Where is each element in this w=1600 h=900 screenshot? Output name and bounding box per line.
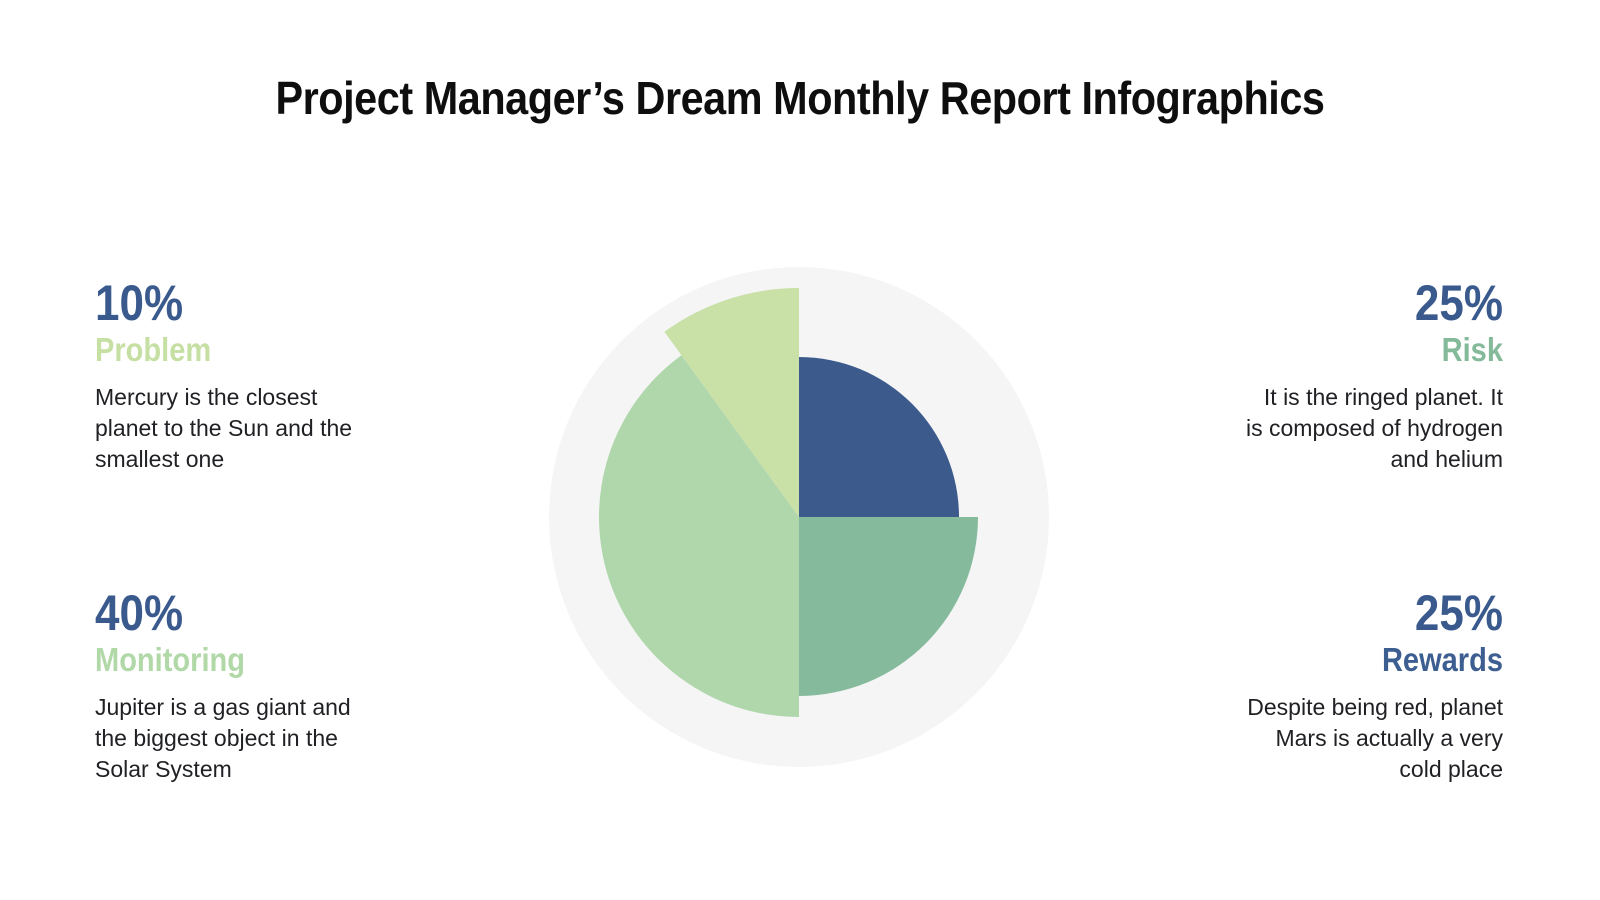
- stat-monitoring: 40% Monitoring Jupiter is a gas giant an…: [95, 588, 430, 785]
- stat-problem: 10% Problem Mercury is the closest plane…: [95, 278, 430, 475]
- stat-rewards-label: Rewards: [1381, 641, 1503, 678]
- stat-problem-percent: 10%: [95, 275, 184, 331]
- pie-chart-svg: [549, 267, 1049, 767]
- stat-rewards-percent: 25%: [1414, 585, 1503, 641]
- pie-segment-rewards: [799, 357, 959, 517]
- pie-segment-risk: [799, 517, 978, 696]
- stat-risk: 25% Risk It is the ringed planet. It is …: [1168, 278, 1503, 475]
- stat-risk-label: Risk: [1441, 331, 1503, 368]
- pie-chart: [549, 267, 1049, 767]
- stat-problem-label: Problem: [95, 331, 212, 368]
- stat-rewards: 25% Rewards Despite being red, planet Ma…: [1168, 588, 1503, 785]
- stat-risk-description: It is the ringed planet. It is composed …: [1246, 384, 1503, 472]
- stat-risk-percent: 25%: [1414, 275, 1503, 331]
- stat-monitoring-percent: 40%: [95, 585, 184, 641]
- stat-rewards-description: Despite being red, planet Mars is actual…: [1247, 694, 1503, 782]
- pie-segment-problem: [664, 288, 799, 517]
- pie-segment-monitoring: [599, 355, 799, 717]
- stat-monitoring-label: Monitoring: [95, 641, 245, 678]
- stat-monitoring-description: Jupiter is a gas giant and the biggest o…: [95, 694, 351, 782]
- page-title: Project Manager’s Dream Monthly Report I…: [275, 72, 1325, 124]
- stat-problem-description: Mercury is the closest planet to the Sun…: [95, 384, 353, 472]
